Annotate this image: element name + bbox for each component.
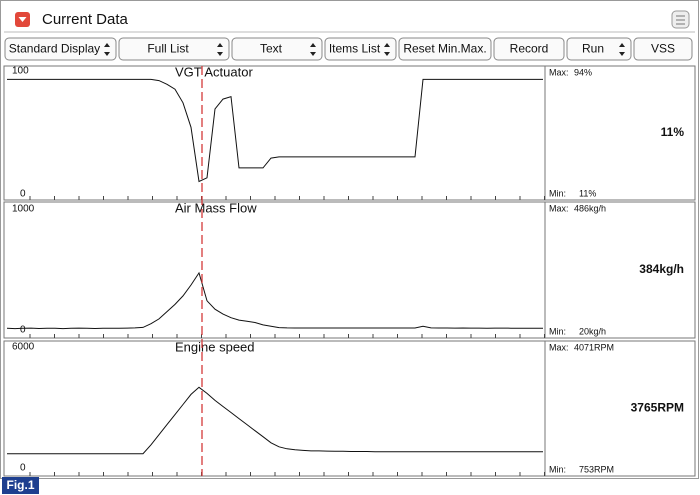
- min-value: 753RPM: [579, 464, 614, 474]
- dropdown-arrows: [384, 43, 390, 56]
- toolbar-button[interactable]: [118, 37, 230, 61]
- figure-label: Fig.1: [6, 478, 34, 492]
- min-value: 11%: [579, 188, 596, 198]
- y-max-label: 6000: [12, 342, 35, 353]
- max-value: 4071RPM: [574, 342, 614, 352]
- panel-frame: [3, 340, 696, 477]
- panel-title: VGT Actuator: [175, 64, 253, 79]
- min-value: 20kg/h: [579, 326, 606, 336]
- dropdown-arrows: [217, 43, 223, 56]
- panel-title: Engine speed: [175, 339, 255, 354]
- y-min-label: 0: [20, 463, 26, 474]
- min-label: Min:: [549, 188, 566, 198]
- trace-line: [7, 78, 543, 183]
- y-max-label: 100: [12, 66, 29, 77]
- panel-frame: [3, 65, 696, 201]
- y-min-label: 0: [20, 189, 26, 200]
- max-label: Max:: [549, 342, 569, 352]
- min-label: Min:: [549, 464, 566, 474]
- button-label: Reset Min.Max.: [403, 42, 486, 56]
- min-label: Min:: [549, 326, 566, 336]
- button-label: Full List: [147, 42, 189, 56]
- trace-line: [6, 271, 543, 330]
- collapse-arrow: [18, 17, 27, 22]
- panel-title: Air Mass Flow: [175, 200, 257, 215]
- button-label: VSS: [651, 42, 675, 56]
- toolbar-button[interactable]: [231, 37, 323, 61]
- dropdown-arrows: [619, 43, 625, 56]
- toolbar-button[interactable]: [493, 37, 565, 61]
- dropdown-arrows: [104, 43, 110, 56]
- button-label: Standard Display: [9, 42, 100, 56]
- max-label: Max:: [549, 203, 569, 213]
- toolbar-button[interactable]: [633, 37, 693, 61]
- trace-line: [7, 386, 543, 455]
- current-value: 384kg/h: [639, 262, 684, 276]
- window-frame: [0, 0, 699, 479]
- max-value: 94%: [574, 67, 592, 77]
- dropdown-arrows: [310, 43, 316, 56]
- button-label: Items List: [329, 42, 381, 56]
- y-max-label: 1000: [12, 204, 35, 215]
- figure-label-bg: [2, 477, 39, 494]
- toolbar-button[interactable]: [324, 37, 397, 61]
- max-value: 486kg/h: [574, 203, 606, 213]
- toolbar-button[interactable]: [398, 37, 492, 61]
- header-title: Current Data: [42, 11, 129, 28]
- current-value: 11%: [661, 125, 685, 139]
- y-min-label: 0: [20, 325, 26, 336]
- max-label: Max:: [549, 67, 569, 77]
- button-label: Run: [582, 42, 604, 56]
- toolbar-button[interactable]: [566, 37, 632, 61]
- current-value: 3765RPM: [631, 401, 684, 415]
- toolbar-button[interactable]: [4, 37, 117, 61]
- panel-frame: [3, 201, 696, 339]
- button-label: Text: [260, 42, 283, 56]
- button-label: Record: [510, 42, 549, 56]
